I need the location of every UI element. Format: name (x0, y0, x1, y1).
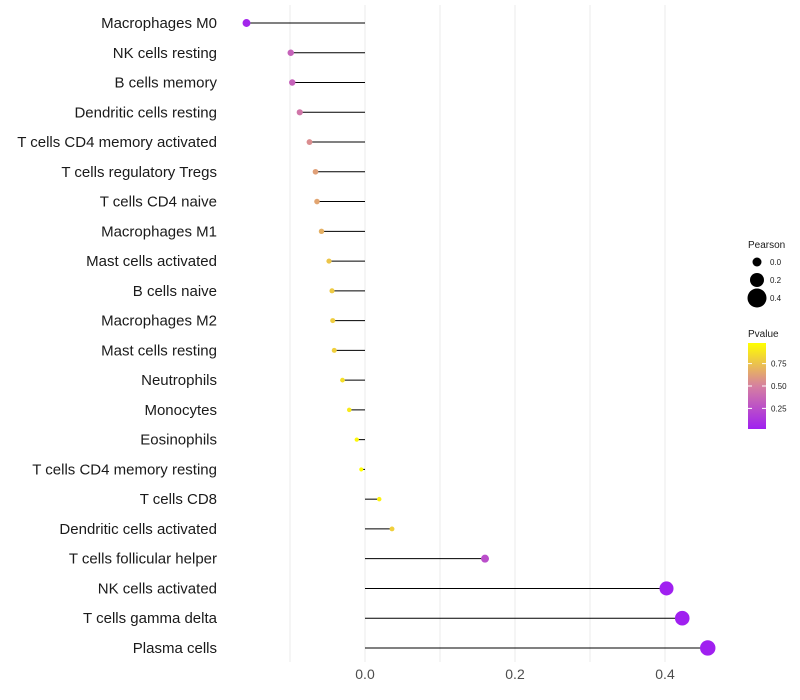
lollipop-point (296, 109, 303, 116)
y-category-label: B cells naive (133, 283, 217, 300)
size-legend-title: Pearson (748, 240, 785, 251)
color-legend-label: 0.50 (771, 382, 787, 391)
color-legend-label: 0.75 (771, 360, 787, 369)
lollipop-point (318, 228, 325, 235)
y-category-label: Macrophages M2 (101, 313, 217, 330)
color-legend-title: Pvalue (748, 329, 779, 340)
lollipop-point (700, 640, 716, 656)
y-category-label: Dendritic cells activated (59, 521, 217, 538)
lollipop-point (659, 581, 674, 596)
color-legend-label: 0.25 (771, 404, 787, 413)
lollipop-point (242, 19, 251, 27)
x-axis-ticks: 0.0 0.2 0.4 (355, 666, 675, 682)
size-legend-dot (747, 288, 767, 308)
y-category-label: NK cells resting (113, 45, 217, 62)
y-category-label: Monocytes (144, 402, 217, 419)
y-category-label: T cells CD8 (140, 491, 217, 508)
lollipop-point (329, 288, 335, 294)
lollipop-point (346, 407, 352, 413)
y-category-label: T cells CD4 memory activated (17, 134, 217, 151)
size-legend: Pearson 0.0 0.2 0.4 (747, 240, 785, 308)
lollipop-point (359, 467, 364, 472)
color-legend: Pvalue 0.25 0.50 0.75 (748, 329, 787, 429)
y-category-label: Neutrophils (141, 372, 217, 389)
x-tick-label: 0.4 (655, 666, 675, 682)
grid-layer (289, 5, 666, 662)
y-category-label: Mast cells activated (86, 253, 217, 270)
size-legend-dot (750, 273, 764, 287)
y-category-label: NK cells activated (98, 580, 217, 597)
y-category-label: Macrophages M1 (101, 223, 217, 240)
y-category-label: T cells CD4 memory resting (32, 461, 217, 478)
y-category-label: Dendritic cells resting (74, 104, 217, 121)
lollipop-point (312, 168, 319, 175)
lollipop-point (354, 437, 359, 442)
lollipop-point (674, 610, 690, 626)
y-category-label: Mast cells resting (101, 342, 217, 359)
y-category-label: T cells CD4 naive (100, 194, 217, 211)
size-legend-label: 0.4 (770, 294, 782, 303)
stem-layer (246, 22, 708, 649)
x-tick-label: 0.2 (505, 666, 525, 682)
lollipop-point (331, 347, 337, 353)
lollipop-point (326, 258, 332, 264)
x-tick-label: 0.0 (355, 666, 375, 682)
size-legend-label: 0.0 (770, 258, 782, 267)
y-category-label: B cells memory (114, 75, 217, 92)
y-category-label: T cells regulatory Tregs (61, 164, 217, 181)
y-axis-labels: Macrophages M0 NK cells resting B cells me… (17, 15, 217, 657)
lollipop-point (481, 554, 489, 563)
size-legend-dot (752, 257, 762, 267)
color-legend-bar (748, 343, 766, 429)
point-layer (242, 19, 716, 656)
lollipop-point (314, 198, 320, 205)
y-category-label: Eosinophils (140, 432, 217, 449)
y-category-label: Plasma cells (133, 640, 217, 657)
y-category-label: Macrophages M0 (101, 15, 217, 32)
lollipop-point (287, 49, 294, 56)
size-legend-label: 0.2 (770, 276, 782, 285)
y-category-label: T cells gamma delta (83, 610, 218, 627)
lollipop-point (330, 318, 336, 324)
lollipop-point (340, 377, 345, 383)
y-category-label: T cells follicular helper (69, 551, 217, 568)
lollipop-point (306, 139, 313, 145)
lollipop-point (377, 496, 382, 502)
lollipop-point (389, 526, 395, 532)
lollipop-point (289, 79, 296, 86)
